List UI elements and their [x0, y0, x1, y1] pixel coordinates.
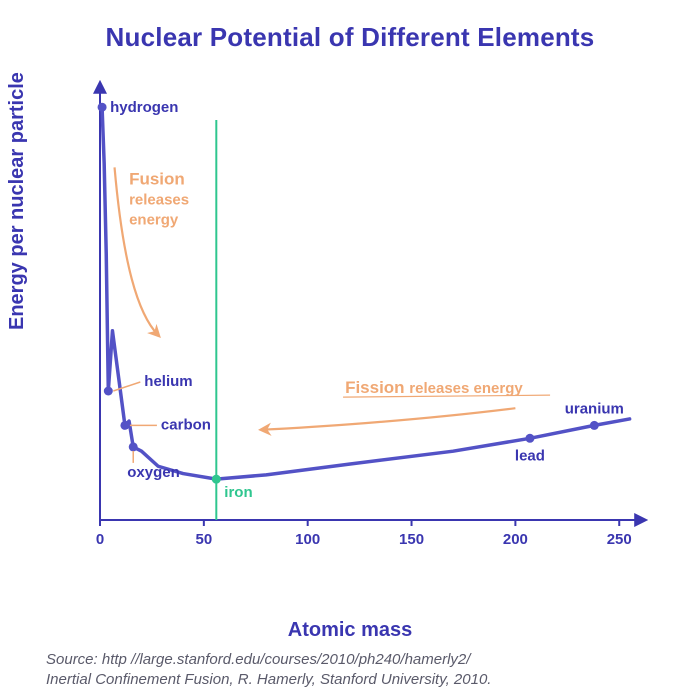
fusion-label-line1: Fusion [129, 170, 185, 189]
source-citation: Source: http //large.stanford.edu/course… [46, 650, 666, 691]
chart-area: 0 50 100 150 200 250 hydrogen helium carbon oxyge… [40, 70, 660, 610]
xtick-50: 50 [196, 531, 213, 548]
point-uranium [590, 421, 599, 430]
point-lead [525, 434, 534, 443]
point-helium [104, 387, 113, 396]
point-iron [212, 475, 221, 484]
label-oxygen: oxygen [127, 464, 180, 481]
label-lead: lead [515, 447, 545, 464]
label-iron: iron [224, 484, 252, 501]
source-line-1: Source: http //large.stanford.edu/course… [46, 651, 470, 668]
fission-arrow [262, 408, 515, 430]
fusion-label-line2: releases [129, 192, 189, 209]
xtick-0: 0 [96, 531, 104, 548]
label-helium: helium [144, 373, 192, 390]
chart-svg: 0 50 100 150 200 250 hydrogen helium carbon oxyge… [40, 70, 660, 610]
y-axis-label: Energy per nuclear particle [6, 72, 29, 330]
fission-label: Fission releases energy [345, 378, 523, 397]
chart-title: Nuclear Potential of Different Elements [0, 22, 700, 53]
label-uranium: uranium [565, 400, 624, 417]
xtick-100: 100 [295, 531, 320, 548]
source-line-2: Inertial Confinement Fusion, R. Hamerly,… [46, 671, 491, 688]
xtick-200: 200 [503, 531, 528, 548]
fusion-label-line3: energy [129, 212, 179, 229]
point-hydrogen [98, 103, 107, 112]
xtick-250: 250 [607, 531, 632, 548]
xtick-150: 150 [399, 531, 424, 548]
label-carbon: carbon [161, 416, 211, 433]
point-carbon [120, 421, 129, 430]
label-hydrogen: hydrogen [110, 99, 178, 116]
point-oxygen [129, 442, 138, 451]
x-axis-label: Atomic mass [0, 619, 700, 642]
